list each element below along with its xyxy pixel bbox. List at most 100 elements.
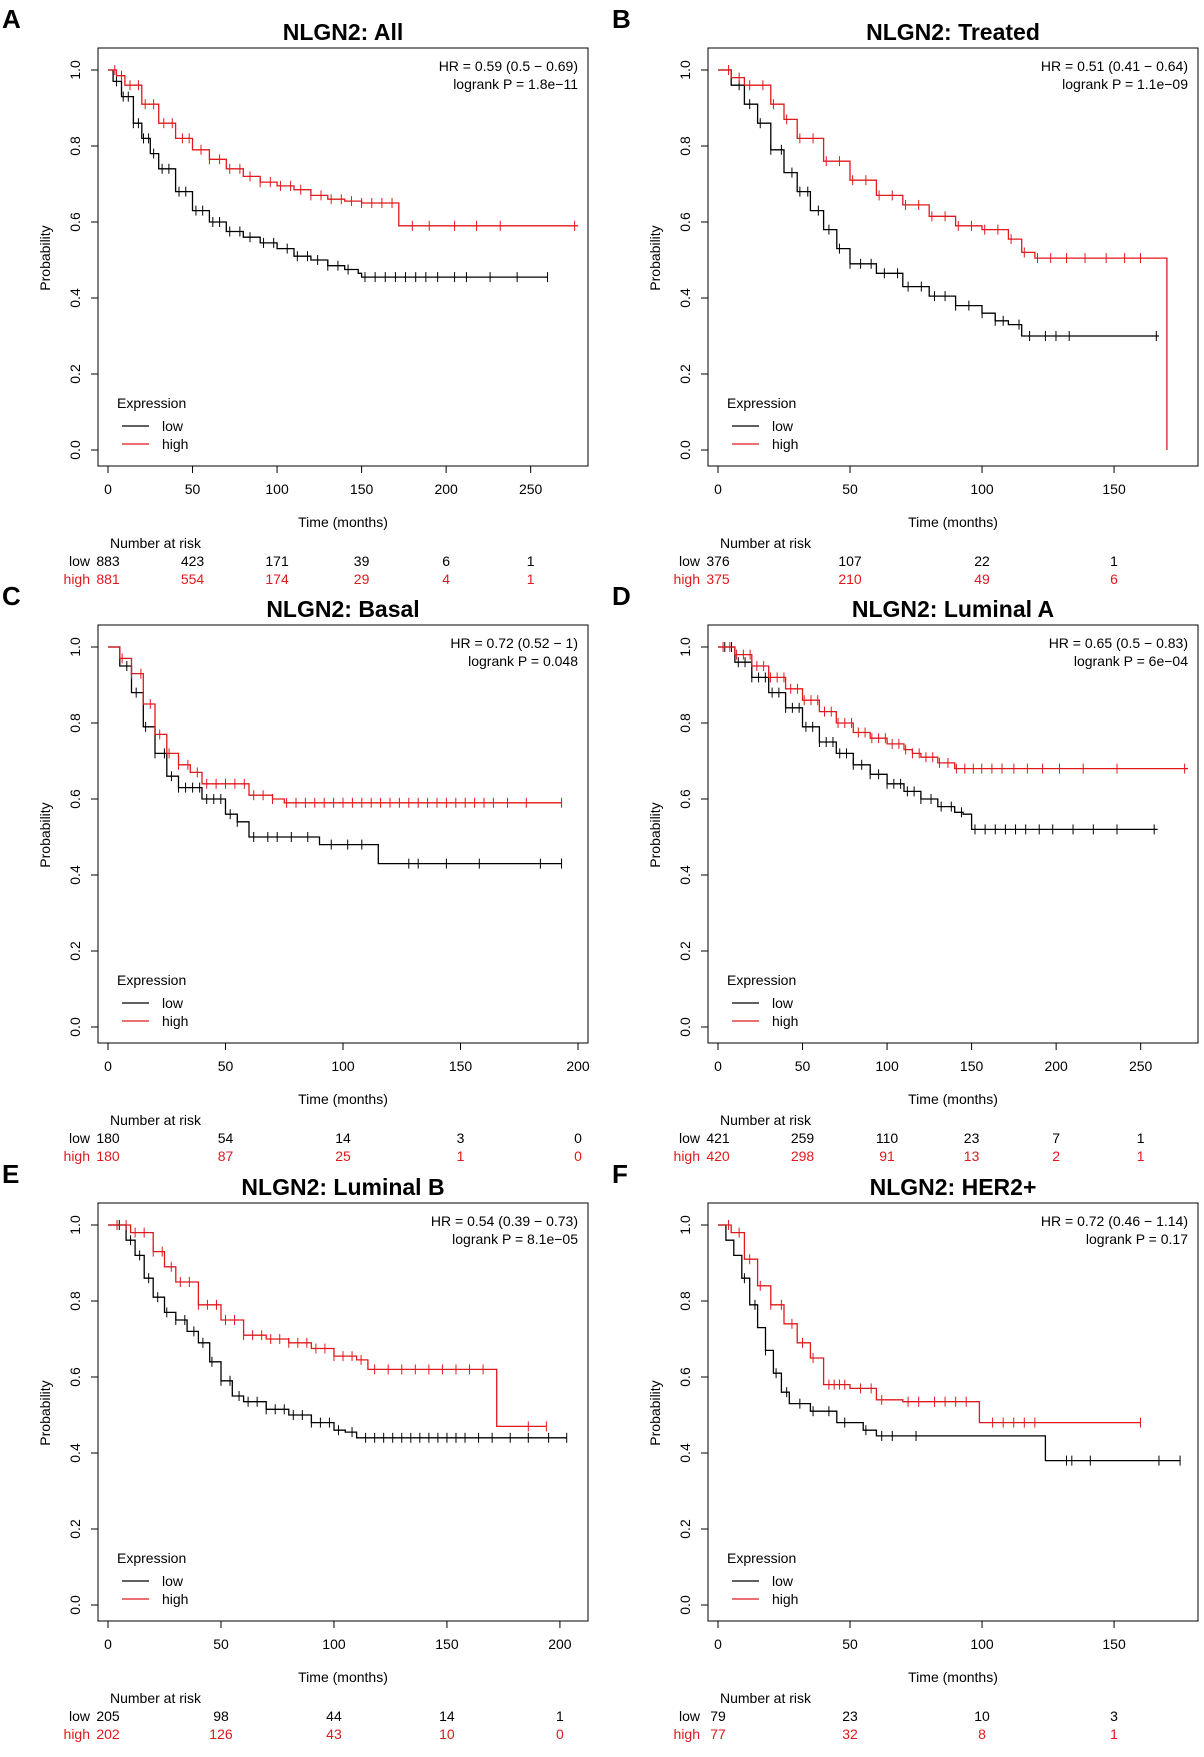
risk-table: Number at risk low high 180 180 54 87 14 25 3 1 0 0 bbox=[64, 1112, 583, 1164]
risk-row-label-high: high bbox=[64, 1148, 90, 1164]
risk-count-low: 107 bbox=[838, 553, 862, 569]
chart-title: NLGN2: HER2+ bbox=[870, 1174, 1037, 1200]
series-low bbox=[718, 642, 1158, 835]
y-tick-label: 0.6 bbox=[677, 1367, 693, 1387]
risk-count-high: 87 bbox=[218, 1148, 234, 1164]
risk-count-low: 883 bbox=[96, 553, 120, 569]
hazard-ratio-text: HR = 0.65 (0.5 − 0.83) bbox=[1049, 635, 1188, 651]
chart-title: NLGN2: Luminal B bbox=[241, 1174, 444, 1200]
survival-curve-high bbox=[108, 1224, 547, 1428]
x-tick-label: 200 bbox=[1044, 1058, 1068, 1074]
risk-count-low: 423 bbox=[181, 553, 205, 569]
risk-table: Number at risk low high 421 420 259 298 110 91 23… bbox=[674, 1112, 1145, 1164]
x-tick-label: 100 bbox=[970, 1636, 994, 1652]
series-low bbox=[718, 69, 1159, 341]
x-tick-label: 100 bbox=[331, 1058, 355, 1074]
x-tick-label: 100 bbox=[265, 481, 289, 497]
survival-curve-high bbox=[718, 1224, 1141, 1424]
risk-table: Number at risk low high 376 375 107 210 22 49 1 6 bbox=[674, 535, 1119, 587]
legend: Expression low high bbox=[727, 972, 798, 1029]
survival-curve-low bbox=[108, 646, 562, 865]
y-tick-label: 1.0 bbox=[677, 637, 693, 657]
risk-count-high: 1 bbox=[457, 1148, 465, 1164]
hazard-ratio-text: HR = 0.72 (0.46 − 1.14) bbox=[1041, 1213, 1188, 1229]
legend-label-high: high bbox=[162, 1591, 188, 1607]
risk-count-high: 202 bbox=[96, 1726, 120, 1742]
risk-count-high: 375 bbox=[706, 571, 730, 587]
risk-count-low: 180 bbox=[96, 1130, 120, 1146]
y-axis-label: Probability bbox=[647, 1380, 663, 1445]
hazard-ratio-text: HR = 0.51 (0.41 − 0.64) bbox=[1041, 58, 1188, 74]
x-axis-label: Time (months) bbox=[298, 514, 388, 530]
legend-label-high: high bbox=[772, 1591, 798, 1607]
risk-count-high: 1 bbox=[1137, 1148, 1145, 1164]
risk-table: Number at risk low high 79 77 23 32 10 8 3 1 bbox=[674, 1690, 1119, 1742]
y-tick-label: 0.0 bbox=[67, 1595, 83, 1615]
x-tick-label: 100 bbox=[875, 1058, 899, 1074]
legend-label-low: low bbox=[772, 995, 794, 1011]
logrank-p-text: logrank P = 0.048 bbox=[468, 653, 578, 669]
y-tick-label: 0.0 bbox=[677, 440, 693, 460]
y-tick-label: 0.2 bbox=[677, 941, 693, 961]
risk-count-high: 174 bbox=[265, 571, 289, 587]
risk-count-low: 1 bbox=[1110, 553, 1118, 569]
risk-count-high: 0 bbox=[556, 1726, 564, 1742]
x-tick-label: 150 bbox=[449, 1058, 473, 1074]
risk-table-title: Number at risk bbox=[110, 535, 202, 551]
risk-count-low: 171 bbox=[265, 553, 289, 569]
y-tick-label: 0.0 bbox=[67, 1017, 83, 1037]
survival-curve-high bbox=[718, 69, 1168, 450]
x-tick-label: 50 bbox=[218, 1058, 234, 1074]
panel-letter: B bbox=[612, 4, 631, 34]
risk-count-low: 22 bbox=[974, 553, 990, 569]
x-axis: 0 50 100 150 200 bbox=[104, 1043, 590, 1074]
risk-count-low: 110 bbox=[876, 1130, 899, 1146]
x-tick-label: 50 bbox=[842, 481, 858, 497]
y-tick-label: 0.6 bbox=[67, 789, 83, 809]
y-tick-label: 0.8 bbox=[677, 1291, 693, 1311]
panel-letter: D bbox=[612, 581, 631, 611]
risk-count-high: 180 bbox=[96, 1148, 120, 1164]
survival-curve-low bbox=[108, 1224, 567, 1439]
risk-row-label-low: low bbox=[679, 1708, 701, 1724]
risk-count-low: 6 bbox=[442, 553, 450, 569]
risk-count-high: 32 bbox=[842, 1726, 858, 1742]
y-tick-label: 1.0 bbox=[677, 60, 693, 80]
risk-count-low: 39 bbox=[354, 553, 370, 569]
risk-count-low: 1 bbox=[527, 553, 535, 569]
y-axis: 0.0 0.2 0.4 0.6 0.8 1.0 bbox=[677, 1215, 708, 1615]
x-tick-label: 100 bbox=[322, 1636, 346, 1652]
risk-count-high: 91 bbox=[879, 1148, 895, 1164]
risk-count-high: 1 bbox=[1110, 1726, 1118, 1742]
legend-label-low: low bbox=[162, 418, 184, 434]
risk-table-title: Number at risk bbox=[720, 1112, 812, 1128]
risk-count-low: 7 bbox=[1052, 1130, 1060, 1146]
x-tick-label: 250 bbox=[519, 481, 543, 497]
risk-count-low: 1 bbox=[1137, 1130, 1145, 1146]
risk-row-label-high: high bbox=[674, 1726, 700, 1742]
x-tick-label: 250 bbox=[1129, 1058, 1153, 1074]
risk-count-low: 23 bbox=[964, 1130, 980, 1146]
risk-table-title: Number at risk bbox=[720, 1690, 812, 1706]
risk-count-high: 126 bbox=[209, 1726, 233, 1742]
y-tick-label: 0.8 bbox=[67, 1291, 83, 1311]
risk-count-low: 14 bbox=[335, 1130, 351, 1146]
y-tick-label: 0.6 bbox=[677, 212, 693, 232]
legend: Expression low high bbox=[727, 395, 798, 452]
y-tick-label: 0.6 bbox=[67, 212, 83, 232]
logrank-p-text: logrank P = 1.8e−11 bbox=[453, 76, 578, 92]
risk-row-label-high: high bbox=[674, 1148, 700, 1164]
x-tick-label: 0 bbox=[714, 1636, 722, 1652]
x-tick-label: 0 bbox=[104, 1058, 112, 1074]
x-axis: 0 50 100 150 200 250 bbox=[714, 1043, 1153, 1074]
risk-row-label-low: low bbox=[69, 1130, 91, 1146]
legend-title: Expression bbox=[727, 395, 796, 411]
y-tick-label: 1.0 bbox=[67, 1215, 83, 1235]
risk-count-low: 44 bbox=[326, 1708, 342, 1724]
x-tick-label: 150 bbox=[1102, 1636, 1126, 1652]
legend-label-low: low bbox=[162, 995, 184, 1011]
risk-row-label-low: low bbox=[69, 553, 91, 569]
plot-frame bbox=[707, 624, 1199, 1044]
survival-curve-high bbox=[108, 646, 562, 804]
y-axis: 0.0 0.2 0.4 0.6 0.8 1.0 bbox=[67, 1215, 98, 1615]
